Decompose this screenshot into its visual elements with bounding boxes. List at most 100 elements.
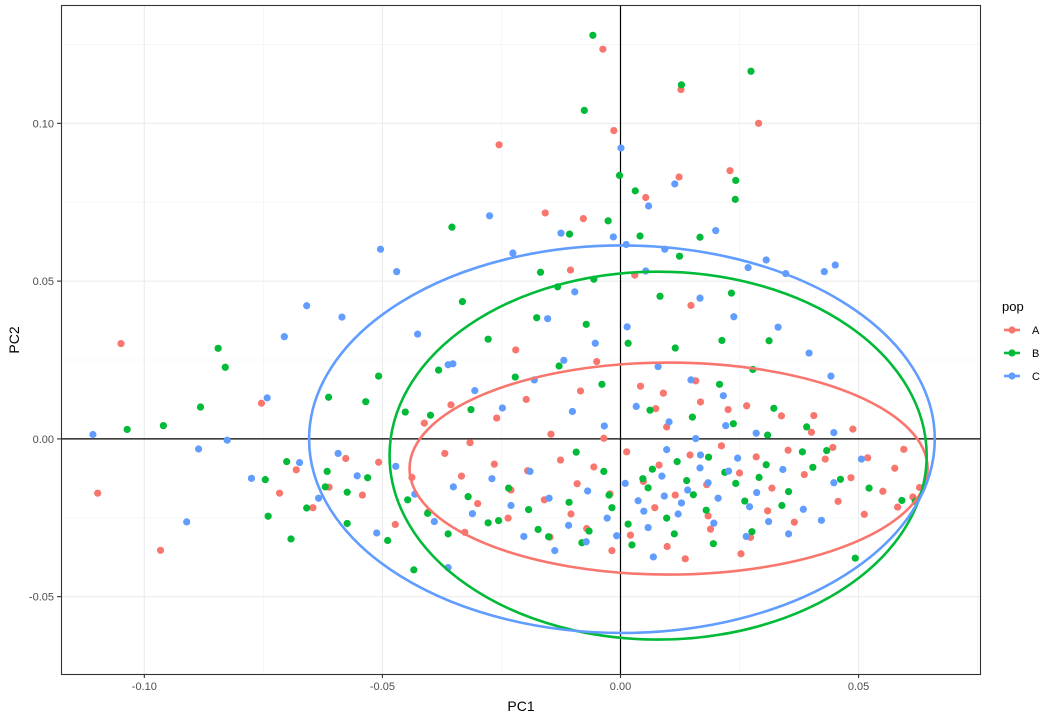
plot-panel bbox=[61, 5, 981, 675]
point-b bbox=[283, 458, 291, 466]
point-a bbox=[807, 428, 816, 436]
point-c bbox=[303, 302, 311, 310]
point-c bbox=[712, 227, 720, 235]
point-b bbox=[675, 252, 684, 260]
point-c bbox=[744, 263, 752, 272]
point-b bbox=[765, 337, 773, 345]
point-c bbox=[654, 363, 662, 371]
point-a bbox=[504, 514, 512, 522]
point-b bbox=[221, 363, 229, 371]
point-c bbox=[660, 492, 668, 500]
point-b bbox=[343, 488, 351, 496]
point-a bbox=[590, 463, 598, 471]
point-a bbox=[737, 550, 745, 558]
point-a bbox=[790, 518, 798, 526]
point-a bbox=[593, 357, 601, 366]
point-c bbox=[334, 449, 342, 458]
point-a bbox=[309, 504, 317, 512]
point-b bbox=[727, 289, 736, 297]
point-c bbox=[632, 402, 640, 410]
point-b bbox=[159, 422, 167, 430]
point-c bbox=[414, 330, 422, 338]
point-a bbox=[541, 209, 549, 217]
point-c bbox=[830, 428, 838, 437]
point-b bbox=[704, 453, 713, 461]
legend-title: pop bbox=[1002, 299, 1024, 314]
point-c bbox=[692, 434, 700, 443]
x-tick-label: -0.10 bbox=[132, 681, 157, 693]
point-b bbox=[636, 232, 644, 240]
point-b bbox=[770, 404, 778, 412]
point-c bbox=[831, 261, 839, 269]
point-c bbox=[753, 488, 761, 497]
point-b bbox=[544, 533, 553, 541]
point-c bbox=[498, 404, 507, 412]
point-c bbox=[696, 464, 704, 472]
point-b bbox=[731, 195, 739, 203]
y-tick-label: 0.00 bbox=[33, 434, 54, 446]
point-b bbox=[303, 504, 311, 512]
point-c bbox=[295, 458, 304, 467]
point-b bbox=[533, 314, 541, 322]
point-b bbox=[565, 230, 574, 238]
point-c bbox=[617, 144, 625, 152]
point-c bbox=[520, 532, 528, 541]
point-c bbox=[752, 429, 760, 437]
point-a bbox=[663, 542, 671, 551]
point-a bbox=[821, 455, 829, 463]
point-c bbox=[376, 245, 385, 253]
point-a bbox=[834, 497, 842, 505]
point-a bbox=[724, 405, 732, 414]
point-c bbox=[568, 407, 577, 416]
point-a bbox=[610, 126, 618, 135]
point-a bbox=[847, 474, 855, 482]
point-a bbox=[420, 419, 428, 427]
point-c bbox=[764, 517, 773, 526]
plot-border bbox=[60, 4, 982, 676]
point-c bbox=[704, 479, 712, 487]
point-a bbox=[608, 547, 616, 555]
point-b bbox=[732, 479, 740, 487]
point-a bbox=[375, 458, 383, 466]
point-c bbox=[584, 487, 592, 495]
point-c bbox=[393, 268, 401, 276]
point-b bbox=[851, 554, 859, 562]
point-b bbox=[484, 335, 492, 343]
point-c bbox=[564, 521, 573, 529]
point-a bbox=[829, 443, 837, 452]
point-a bbox=[810, 411, 818, 420]
point-c bbox=[805, 349, 813, 357]
point-b bbox=[639, 475, 647, 483]
point-a bbox=[626, 531, 635, 539]
point-a bbox=[599, 45, 607, 53]
point-c bbox=[724, 467, 733, 475]
point-b bbox=[898, 496, 906, 505]
legend-key-point bbox=[1008, 326, 1016, 334]
point-a bbox=[441, 449, 449, 458]
point-a bbox=[717, 442, 726, 450]
point-b bbox=[605, 491, 613, 499]
point-a bbox=[735, 469, 744, 477]
point-a bbox=[391, 520, 399, 529]
point-c bbox=[485, 212, 494, 220]
point-b bbox=[464, 493, 472, 501]
point-c bbox=[544, 315, 552, 323]
point-c bbox=[507, 501, 515, 510]
point-a bbox=[768, 484, 776, 492]
point-b bbox=[671, 344, 679, 352]
point-c bbox=[247, 474, 256, 482]
point-b bbox=[762, 461, 770, 469]
y-axis-ticks: -0.05 0.00 0.05 0.10 bbox=[29, 118, 61, 604]
point-a bbox=[636, 382, 645, 390]
point-b bbox=[123, 425, 131, 434]
point-b bbox=[287, 535, 295, 543]
point-a bbox=[686, 451, 694, 459]
point-c bbox=[353, 472, 361, 480]
x-axis-ticks: -0.10 -0.05 0.00 0.05 bbox=[132, 674, 869, 693]
point-a bbox=[800, 470, 808, 479]
ellipse-c bbox=[307, 244, 937, 635]
point-c bbox=[677, 499, 686, 507]
point-c bbox=[509, 249, 517, 257]
point-c bbox=[830, 479, 838, 487]
